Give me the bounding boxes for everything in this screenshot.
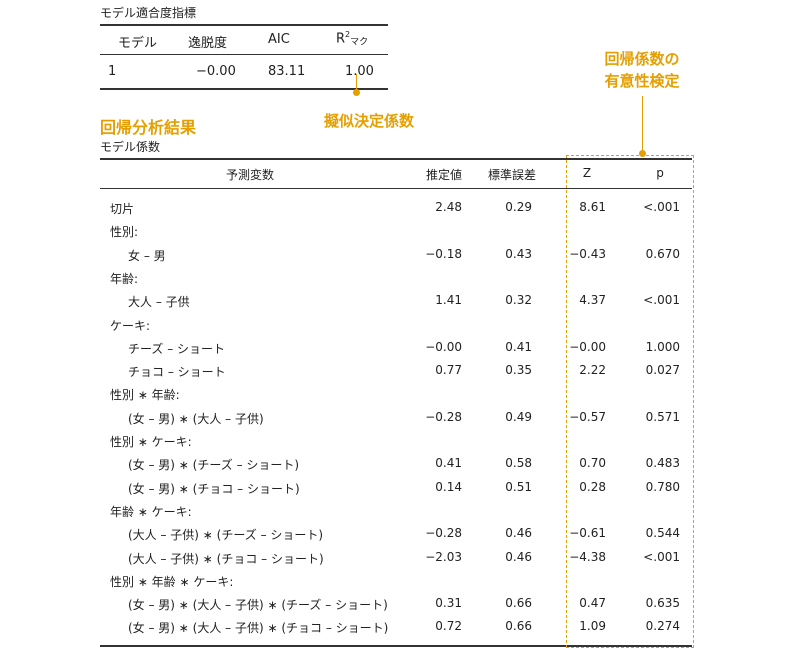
coef-se: 0.32 — [484, 293, 532, 307]
coef-predictor-label: 性別 ∗ ケーキ: — [110, 433, 410, 450]
fit-header-deviance: 逸脱度 — [188, 32, 227, 51]
coef-estimate: −0.00 — [416, 340, 462, 354]
coef-predictor-label: チーズ – ショート — [128, 340, 428, 357]
coef-estimate: 0.41 — [416, 456, 462, 470]
coef-predictor-label: 年齢: — [110, 270, 410, 287]
regression-results-annotation: 回帰分析結果 — [100, 114, 196, 138]
coef-estimate: −2.03 — [416, 550, 462, 564]
significance-test-line2: 有意性検定 — [587, 70, 697, 92]
r2-marker-dot — [353, 89, 360, 96]
coef-header-estimate: 推定値 — [418, 166, 462, 183]
model-coefficients-title: モデル係数 — [100, 138, 160, 155]
coef-predictor-label: 切片 — [110, 200, 410, 217]
fit-cell-model: 1 — [108, 64, 116, 79]
coef-predictor-label: ケーキ: — [110, 317, 410, 334]
z-p-highlight-box — [566, 155, 694, 648]
coef-se: 0.41 — [484, 340, 532, 354]
coef-se: 0.51 — [484, 480, 532, 494]
coef-predictor-label: 性別 ∗ 年齢: — [110, 386, 410, 403]
coef-predictor-label: (女 – 男) ∗ (大人 – 子供) — [128, 410, 428, 427]
coef-predictor-label: (大人 – 子供) ∗ (チーズ – ショート) — [128, 526, 428, 543]
coef-predictor-label: 年齢 ∗ ケーキ: — [110, 503, 410, 520]
coef-se: 0.35 — [484, 363, 532, 377]
model-fit-title: モデル適合度指標 — [100, 4, 196, 21]
coef-estimate: 1.41 — [416, 293, 462, 307]
coef-se: 0.43 — [484, 247, 532, 261]
r2-marker-line — [356, 74, 357, 90]
coef-estimate: 2.48 — [416, 200, 462, 214]
fit-header-model: モデル — [118, 32, 157, 51]
significance-marker-line — [642, 96, 643, 152]
coef-estimate: 0.77 — [416, 363, 462, 377]
r2-annotation: 擬似決定係数 — [324, 110, 414, 131]
fit-cell-deviance: −0.00 — [196, 64, 236, 79]
coef-header-se: 標準誤差 — [484, 166, 540, 183]
coef-predictor-label: チョコ – ショート — [128, 363, 428, 380]
coef-estimate: 0.72 — [416, 619, 462, 633]
coef-predictor-label: (女 – 男) ∗ (大人 – 子供) ∗ (チョコ – ショート) — [128, 619, 428, 636]
table-bottom-rule — [100, 88, 388, 90]
coef-se: 0.46 — [484, 526, 532, 540]
coef-se: 0.66 — [484, 619, 532, 633]
coef-se: 0.49 — [484, 410, 532, 424]
coef-estimate: −0.28 — [416, 526, 462, 540]
coef-se: 0.46 — [484, 550, 532, 564]
coef-predictor-label: 性別: — [110, 223, 410, 240]
coef-se: 0.58 — [484, 456, 532, 470]
coef-predictor-label: 女 – 男 — [128, 247, 428, 264]
header-rule — [100, 54, 388, 55]
table-top-rule — [100, 24, 388, 26]
coef-header-predictor: 予測変数 — [100, 166, 400, 183]
coef-estimate: 0.14 — [416, 480, 462, 494]
coef-predictor-label: 性別 ∗ 年齢 ∗ ケーキ: — [110, 573, 410, 590]
coef-se: 0.29 — [484, 200, 532, 214]
fit-cell-aic: 83.11 — [268, 64, 305, 79]
coef-predictor-label: (女 – 男) ∗ (チーズ – ショート) — [128, 456, 428, 473]
significance-test-line1: 回帰係数の — [587, 48, 697, 70]
coef-estimate: 0.31 — [416, 596, 462, 610]
coef-predictor-label: (女 – 男) ∗ (チョコ – ショート) — [128, 480, 428, 497]
r2-base: R — [336, 31, 345, 46]
coef-estimate: −0.18 — [416, 247, 462, 261]
fit-header-r2: R2マク — [336, 30, 368, 47]
coef-predictor-label: 大人 – 子供 — [128, 293, 428, 310]
fit-cell-r2: 1.00 — [345, 64, 374, 79]
coef-predictor-label: (女 – 男) ∗ (大人 – 子供) ∗ (チーズ – ショート) — [128, 596, 428, 613]
model-fit-table: モデル 逸脱度 AIC R2マク 1 −0.00 83.11 1.00 — [100, 24, 388, 90]
significance-test-annotation: 回帰係数の 有意性検定 — [587, 48, 697, 92]
fit-header-aic: AIC — [268, 32, 290, 47]
coef-estimate: −0.28 — [416, 410, 462, 424]
coef-se: 0.66 — [484, 596, 532, 610]
coef-predictor-label: (大人 – 子供) ∗ (チョコ – ショート) — [128, 550, 428, 567]
r2-subscript: マク — [350, 37, 368, 47]
